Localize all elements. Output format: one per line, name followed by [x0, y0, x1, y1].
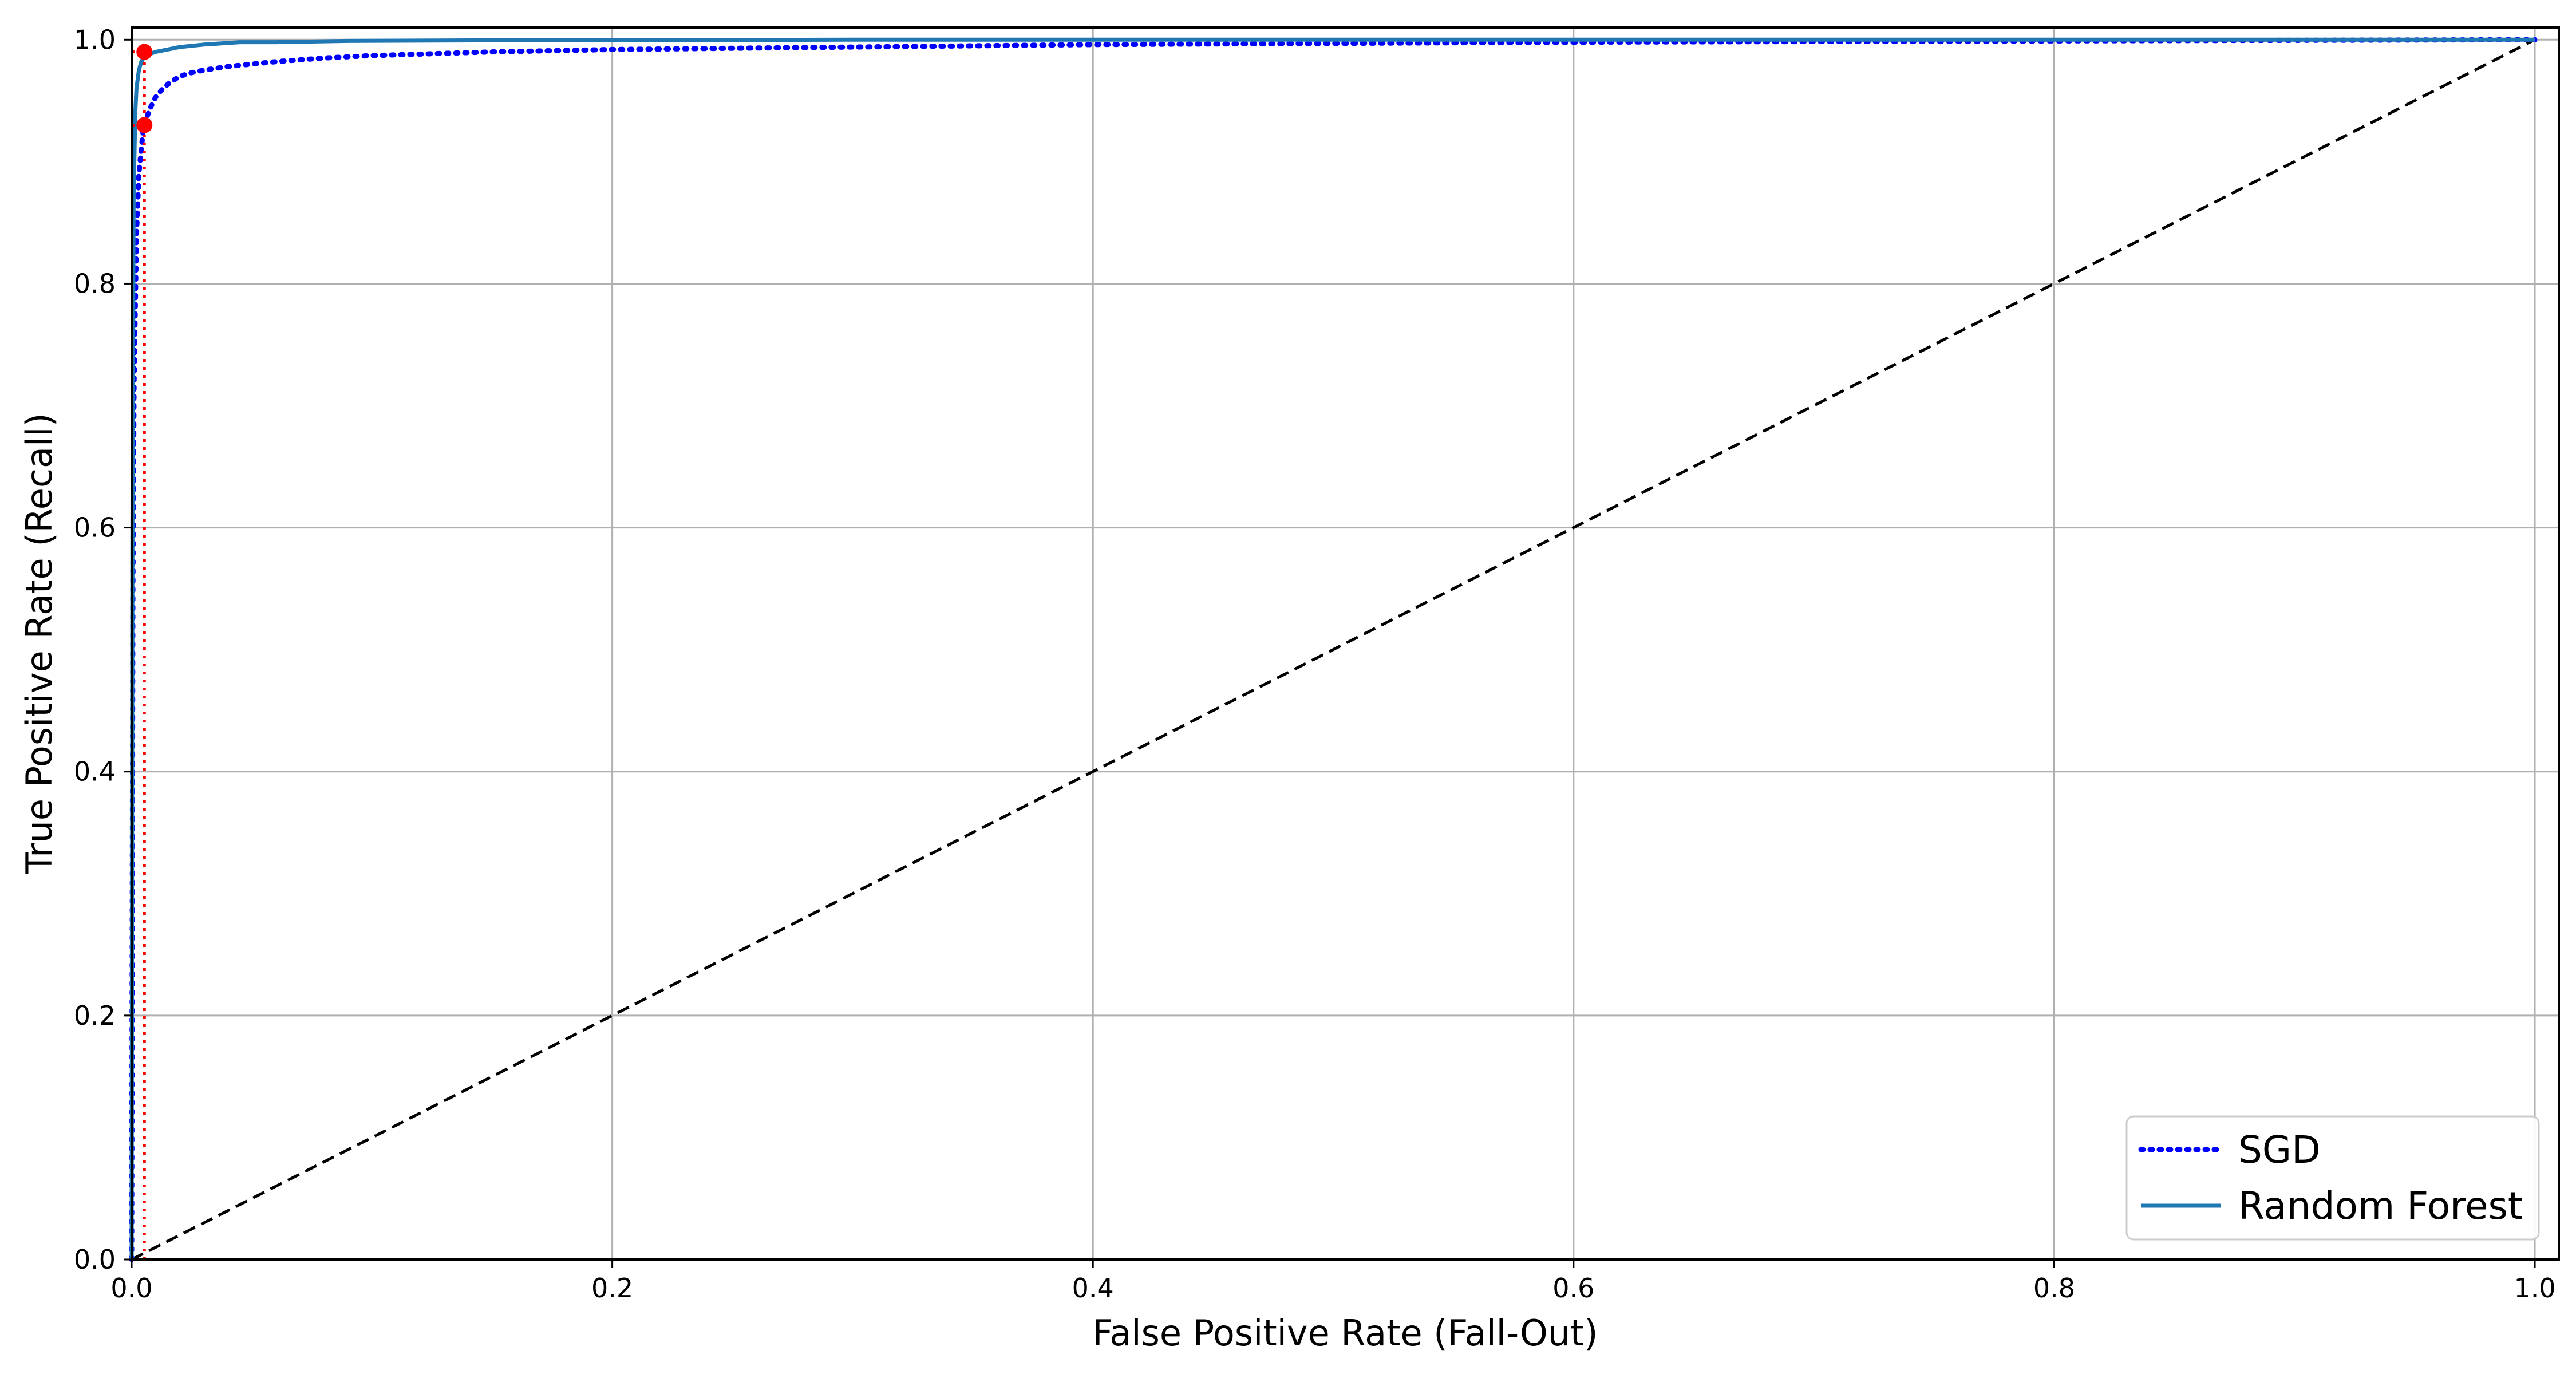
ticks: 0.0 0.2 0.4 0.6 0.8 1.0 0.0 0.2 0.4 0.6 0.8 1.0	[74, 24, 2556, 1304]
threshold-marker	[136, 44, 153, 60]
legend-label-sgd: SGD	[2238, 1128, 2321, 1172]
series-chance-diagonal	[131, 38, 2536, 1261]
x-tick-label: 0.4	[1072, 1273, 1114, 1304]
x-axis-label: False Positive Rate (Fall-Out)	[1092, 1312, 1598, 1354]
x-tick-label: 0.6	[1552, 1273, 1594, 1304]
y-tick-label: 0.4	[74, 756, 116, 787]
x-tick-label: 1.0	[2514, 1273, 2555, 1304]
y-tick-label: 0.0	[74, 1244, 116, 1275]
threshold-marker	[136, 117, 153, 133]
y-tick-label: 1.0	[74, 24, 116, 55]
y-tick-label: 0.2	[74, 1000, 116, 1031]
y-tick-label: 0.8	[74, 268, 116, 299]
x-tick-label: 0.2	[591, 1273, 633, 1304]
plot-frame	[131, 26, 2560, 1261]
x-tick-label: 0.8	[2033, 1273, 2075, 1304]
markers	[136, 44, 153, 133]
x-tick-label: 0.0	[110, 1273, 152, 1304]
series-random-forest	[129, 37, 2535, 1260]
series-layer	[129, 37, 2538, 1262]
legend-label-random-forest: Random Forest	[2238, 1184, 2523, 1228]
series-sgd	[129, 37, 2538, 1262]
y-tick-label: 0.6	[74, 512, 116, 543]
legend-box	[2125, 1115, 2540, 1241]
legend: SGD Random Forest	[2125, 1115, 2540, 1241]
y-axis-label: True Positive Rate (Recall)	[18, 413, 60, 874]
